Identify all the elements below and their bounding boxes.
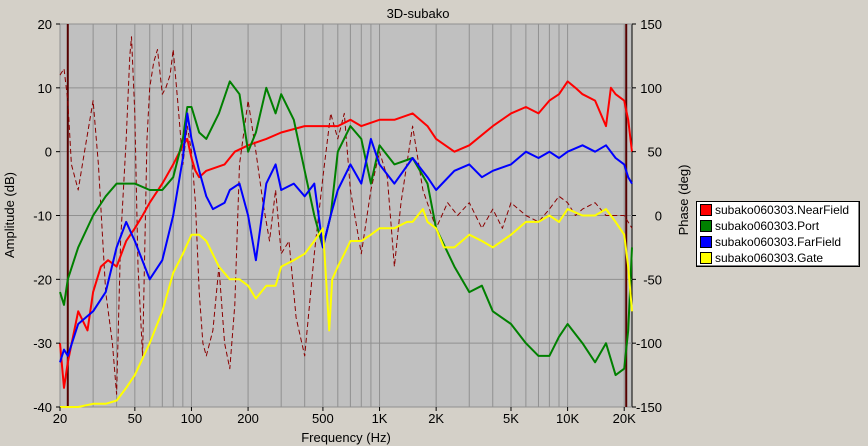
- legend-swatch: [700, 220, 712, 232]
- y-tick-label: 10: [38, 81, 52, 96]
- legend-swatch: [700, 236, 712, 248]
- axes-layer: 20 50 100 200 500 1K 2K 5K 10K 20K20100-10-20-30-…: [33, 17, 662, 426]
- x-tick-label: 2K: [428, 411, 444, 426]
- y2-tick-label: 100: [640, 81, 662, 96]
- x-tick-label: 100: [181, 411, 203, 426]
- legend-item: subako060303.NearField: [697, 202, 859, 218]
- y-tick-label: -10: [33, 209, 52, 224]
- legend-label: subako060303.NearField: [715, 203, 850, 217]
- legend-label: subako060303.Gate: [715, 251, 824, 265]
- y2-tick-label: 50: [648, 145, 662, 160]
- y-tick-label: -40: [33, 400, 52, 415]
- y-tick-label: 20: [38, 17, 52, 32]
- x-tick-label: 5K: [503, 411, 519, 426]
- series-line-subako060303-gate: [60, 208, 633, 408]
- series-line-subako060303-nearfield: [59, 80, 633, 389]
- legend: subako060303.NearField subako060303.Port s…: [696, 201, 860, 267]
- y2-tick-label: -150: [636, 400, 662, 415]
- y2-tick-label: 0: [655, 209, 662, 224]
- y-tick-label: -30: [33, 336, 52, 351]
- legend-swatch: [700, 204, 712, 216]
- y-tick-label: -20: [33, 272, 52, 287]
- x-tick-label: 50: [128, 411, 142, 426]
- x-tick-label: 500: [312, 411, 334, 426]
- series-layer: [59, 36, 633, 408]
- y-axis-label: Amplitude (dB): [2, 172, 17, 258]
- y2-tick-label: -100: [636, 336, 662, 351]
- x-tick-label: 1K: [372, 411, 388, 426]
- legend-item: subako060303.FarField: [697, 234, 859, 250]
- y-tick-label: 0: [45, 145, 52, 160]
- y2-axis-label: Phase (deg): [676, 165, 691, 236]
- legend-item: subako060303.Port: [697, 218, 859, 234]
- x-tick-label: 10K: [556, 411, 579, 426]
- series-line-subako060303-farfield: [59, 112, 633, 363]
- legend-item: subako060303.Gate: [697, 250, 859, 266]
- chart-title: 3D-subako: [387, 6, 450, 21]
- x-tick-label: 200: [237, 411, 259, 426]
- x-tick-label: 20K: [613, 411, 636, 426]
- legend-label: subako060303.Port: [715, 219, 820, 233]
- y2-tick-label: -50: [643, 272, 662, 287]
- x-tick-label: 20: [53, 411, 67, 426]
- y2-tick-label: 150: [640, 17, 662, 32]
- series-line-subako060303-port: [59, 80, 633, 377]
- series-line-phase: [59, 36, 633, 395]
- legend-swatch: [700, 252, 712, 264]
- legend-label: subako060303.FarField: [715, 235, 842, 249]
- x-axis-label: Frequency (Hz): [301, 430, 391, 445]
